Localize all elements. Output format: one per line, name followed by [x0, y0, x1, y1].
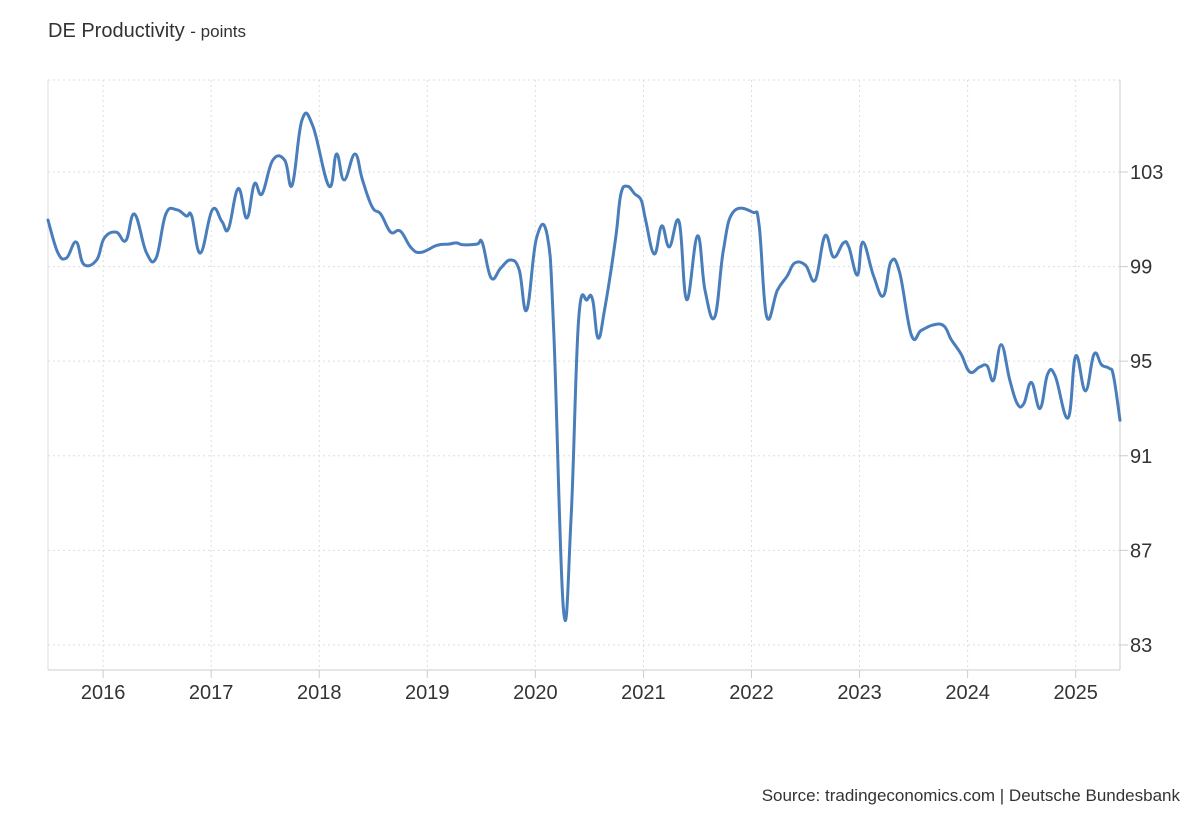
- x-tick-label: 2019: [405, 682, 450, 704]
- y-tick-label: 95: [1130, 351, 1152, 373]
- y-tick-label: 99: [1130, 257, 1152, 279]
- x-tick-label: 2023: [837, 682, 882, 704]
- grid: [48, 79, 1120, 670]
- y-tick-label: 83: [1130, 635, 1152, 657]
- x-tick-label: 2022: [729, 682, 774, 704]
- x-axis-ticks: 2016 2017 2018 2019 2020 2021 2022 2023 2024 2025: [81, 682, 1098, 704]
- chart-title: DE Productivity - points: [48, 20, 246, 43]
- y-tick-label: 103: [1130, 162, 1163, 184]
- y-axis-ticks: 83 87 91 95 99 103: [1130, 162, 1163, 657]
- series: [46, 111, 1122, 622]
- x-tick-label: 2018: [297, 682, 342, 704]
- x-tick-label: 2020: [513, 682, 558, 704]
- axes: [47, 80, 1128, 678]
- x-tick-label: 2017: [189, 682, 234, 704]
- x-tick-label: 2016: [81, 682, 126, 704]
- y-tick-label: 87: [1130, 540, 1152, 562]
- chart-title-text: DE Productivity: [48, 20, 185, 42]
- series-line: [46, 111, 1122, 622]
- x-tick-label: 2024: [945, 682, 990, 704]
- x-tick-label: 2021: [621, 682, 666, 704]
- chart-unit-label: - points: [190, 22, 247, 41]
- y-tick-label: 91: [1130, 446, 1152, 468]
- x-tick-label: 2025: [1053, 682, 1098, 704]
- source-note: Source: tradingeconomics.com | Deutsche …: [761, 786, 1180, 805]
